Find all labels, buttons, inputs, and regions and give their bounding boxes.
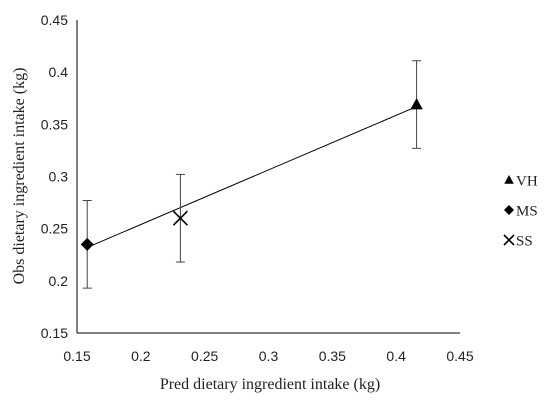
data-point-ss — [172, 210, 188, 226]
data-point-vh — [410, 98, 423, 110]
y-axis-title: Obs dietary ingredient intake (kg) — [11, 68, 28, 285]
trendline — [87, 106, 417, 248]
trendline-group — [87, 106, 417, 248]
y-tick-label: 0.3 — [49, 169, 69, 185]
y-tick-label: 0.25 — [41, 221, 68, 237]
x-icon — [503, 234, 515, 246]
y-tick-label: 0.2 — [49, 273, 69, 289]
legend-item-ss: SS — [503, 234, 533, 250]
x-axis-title: Pred dietary ingredient intake (kg) — [160, 376, 380, 393]
legend-item-vh: VH — [504, 174, 538, 190]
data-point-ms — [80, 237, 94, 251]
legend: VH MS SS — [503, 174, 538, 250]
x-tick-label: 0.15 — [63, 348, 90, 364]
data-points — [80, 98, 423, 251]
legend-label: VH — [516, 174, 538, 190]
x-tick-label: 0.2 — [131, 348, 151, 364]
x-tick-label: 0.35 — [319, 348, 346, 364]
y-tick-labels: 0.15 0.2 0.25 0.3 0.35 0.4 0.45 — [41, 12, 68, 341]
x-tick-label: 0.25 — [191, 348, 218, 364]
y-tick-label: 0.35 — [41, 116, 68, 132]
y-tick-label: 0.15 — [41, 325, 68, 341]
triangle-icon — [504, 175, 514, 184]
x-tick-labels: 0.15 0.2 0.25 0.3 0.35 0.4 0.45 — [63, 348, 473, 364]
error-bars — [82, 60, 422, 289]
x-tick-label: 0.45 — [446, 348, 473, 364]
x-tick-label: 0.3 — [259, 348, 279, 364]
x-marker-stroke — [172, 210, 188, 226]
x-marker-stroke — [503, 234, 515, 246]
y-tick-label: 0.45 — [41, 12, 68, 28]
legend-item-ms: MS — [504, 204, 538, 220]
diamond-icon — [504, 205, 514, 215]
legend-label: MS — [516, 204, 538, 220]
x-tick-label: 0.4 — [386, 348, 406, 364]
legend-label: SS — [516, 234, 533, 250]
y-tick-label: 0.4 — [49, 64, 69, 80]
axes — [76, 20, 460, 334]
